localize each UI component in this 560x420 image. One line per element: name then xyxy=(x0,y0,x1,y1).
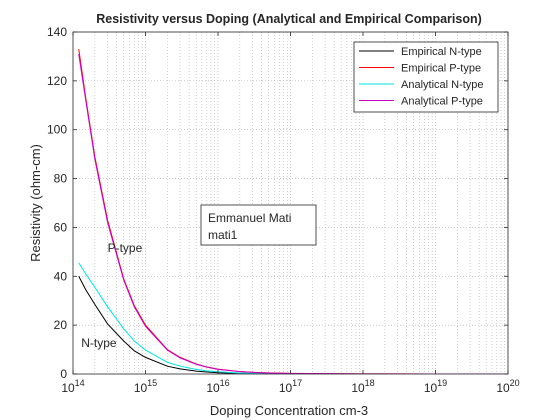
grid xyxy=(73,32,508,374)
x-tick-label: 1014 xyxy=(61,378,84,395)
x-tick-label: 1015 xyxy=(134,378,157,395)
x-tick-label-base: 10 xyxy=(424,381,438,395)
tick-labels: 1014 1015 1016 1017 1018 1019 1020020406080100… xyxy=(47,25,520,395)
x-tick-label-base: 10 xyxy=(351,381,365,395)
name-textbox: Emmanuel Mati mati1 xyxy=(200,204,317,246)
x-tick-label-base: 10 xyxy=(496,381,510,395)
x-tick-label: 1020 xyxy=(496,378,519,395)
y-axis-label: Resistivity (ohm-cm) xyxy=(28,144,43,262)
x-tick-label-exponent: 18 xyxy=(365,378,375,388)
x-tick-label-base: 10 xyxy=(206,381,220,395)
legend-label: Analytical P-type xyxy=(401,96,483,108)
ticks xyxy=(72,31,509,375)
x-tick-label-exponent: 20 xyxy=(510,378,520,388)
y-tick-label: 0 xyxy=(60,367,67,381)
chart-title: Resistivity versus Doping (Analytical an… xyxy=(96,12,482,26)
annotations: P-type N-type xyxy=(81,241,142,350)
textbox-line-1: Emmanuel Mati xyxy=(208,211,291,225)
x-tick-label-exponent: 19 xyxy=(437,378,447,388)
x-tick-label-exponent: 14 xyxy=(75,378,85,388)
x-tick-label: 1019 xyxy=(424,378,447,395)
textbox-frame xyxy=(200,204,317,246)
y-tick-label: 120 xyxy=(47,74,67,88)
y-tick-label: 20 xyxy=(54,318,68,332)
annotation-n-type: N-type xyxy=(81,336,117,350)
legend: Empirical N-type Empirical P-type Analytic… xyxy=(353,41,499,113)
y-tick-label: 40 xyxy=(54,269,68,283)
y-tick-label: 80 xyxy=(54,172,68,186)
legend-label: Analytical N-type xyxy=(401,79,484,91)
legend-label: Empirical N-type xyxy=(401,46,482,58)
annotation-p-type: P-type xyxy=(108,241,143,255)
legend-label: Empirical P-type xyxy=(401,63,481,75)
x-tick-label-exponent: 16 xyxy=(220,378,230,388)
x-tick-label-exponent: 17 xyxy=(292,378,302,388)
y-tick-label: 100 xyxy=(47,123,67,137)
x-tick-label-exponent: 15 xyxy=(147,378,157,388)
x-tick-label-base: 10 xyxy=(279,381,293,395)
x-axis-label: Doping Concentration cm-3 xyxy=(210,403,368,418)
x-tick-label: 1016 xyxy=(206,378,229,395)
textbox-line-2: mati1 xyxy=(208,228,238,242)
x-tick-label-base: 10 xyxy=(61,381,75,395)
y-tick-label: 60 xyxy=(54,220,68,234)
x-tick-label-base: 10 xyxy=(134,381,148,395)
x-tick-label: 1017 xyxy=(279,378,302,395)
x-tick-label: 1018 xyxy=(351,378,374,395)
y-tick-label: 140 xyxy=(47,25,67,39)
